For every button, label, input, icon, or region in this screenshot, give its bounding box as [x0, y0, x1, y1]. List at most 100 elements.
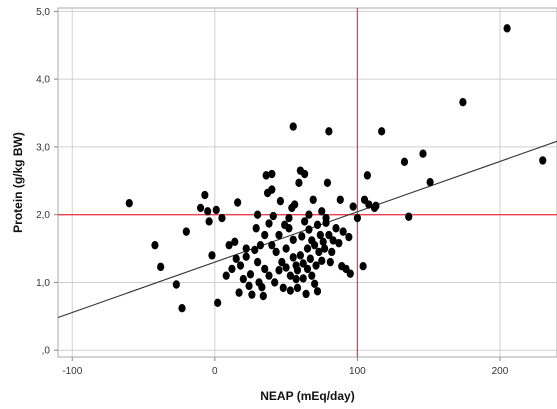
data-point	[282, 244, 290, 253]
data-point	[254, 257, 262, 267]
y-tick-label: 3,0	[36, 142, 50, 153]
data-point	[272, 247, 280, 257]
data-point	[289, 253, 297, 262]
y-axis-ticks: ,0 1,0 2,0 3,0 4,0 5,0	[36, 7, 58, 357]
x-tick-label: 200	[492, 366, 509, 377]
data-point	[234, 198, 242, 207]
data-point	[319, 237, 327, 246]
data-point	[353, 213, 361, 223]
data-point	[218, 213, 226, 223]
data-point	[328, 247, 336, 257]
x-tick-label: -100	[62, 366, 82, 377]
data-point	[289, 235, 297, 244]
data-point	[279, 283, 287, 293]
data-point	[261, 264, 269, 274]
data-point	[318, 256, 326, 265]
data-point	[204, 207, 212, 216]
data-point	[268, 169, 276, 179]
data-point	[298, 232, 306, 241]
data-point	[276, 196, 285, 206]
data-point	[313, 287, 322, 296]
data-point	[539, 156, 547, 165]
data-point	[201, 190, 209, 200]
data-point	[228, 264, 236, 274]
data-point	[242, 244, 250, 253]
data-point	[378, 127, 386, 136]
data-point	[405, 212, 413, 221]
data-point	[268, 240, 276, 250]
data-point	[268, 185, 276, 194]
data-point	[208, 251, 216, 260]
data-point	[222, 271, 230, 280]
x-axis-title: NEAP (mEq/day)	[260, 389, 354, 403]
data-point	[251, 245, 259, 255]
data-point	[336, 195, 344, 204]
data-point	[293, 283, 302, 293]
data-point	[332, 224, 340, 233]
data-point	[214, 298, 222, 307]
data-point	[292, 274, 300, 284]
data-point	[426, 177, 434, 187]
y-tick-label: 4,0	[36, 75, 50, 86]
data-point	[299, 259, 307, 268]
data-point	[309, 195, 317, 204]
data-point	[242, 252, 250, 261]
data-point	[311, 279, 319, 289]
data-point	[308, 271, 316, 280]
data-point	[196, 203, 205, 213]
data-point	[299, 274, 307, 283]
data-point	[303, 264, 312, 274]
data-point	[400, 157, 409, 167]
data-point	[346, 269, 354, 278]
data-point	[254, 210, 262, 219]
data-point	[232, 254, 240, 263]
data-point	[178, 304, 186, 313]
data-point	[305, 225, 313, 234]
data-point	[285, 224, 293, 233]
data-point	[182, 227, 190, 236]
data-point	[278, 257, 286, 267]
data-point	[372, 201, 380, 211]
data-point	[262, 171, 270, 180]
data-point	[302, 289, 310, 299]
data-point	[419, 149, 427, 158]
data-point	[212, 205, 220, 215]
data-point	[275, 230, 283, 240]
y-tick-label: 1,0	[36, 278, 50, 289]
data-point	[325, 127, 333, 136]
data-point	[459, 97, 467, 107]
data-point	[235, 288, 243, 297]
data-point	[315, 247, 323, 257]
data-point	[312, 261, 320, 270]
data-point	[303, 244, 312, 253]
data-point	[325, 230, 333, 240]
y-axis-title: Protein (g/kg BW)	[11, 132, 25, 233]
data-point	[282, 263, 290, 272]
data-point	[256, 240, 265, 250]
data-point	[157, 262, 165, 272]
data-point	[259, 291, 267, 301]
data-point	[291, 200, 299, 209]
data-point	[246, 270, 255, 279]
data-point	[296, 251, 304, 260]
plot-frame	[57, 7, 557, 358]
data-point	[335, 238, 343, 248]
data-point	[301, 217, 309, 226]
data-point	[503, 24, 511, 33]
data-point	[349, 202, 357, 211]
y-tick-label: ,0	[42, 346, 51, 357]
x-tick-label: 100	[349, 366, 366, 377]
data-point	[286, 271, 294, 280]
data-point	[261, 230, 269, 240]
x-axis-ticks: -100 0 100 200	[62, 357, 509, 377]
data-point	[151, 240, 159, 250]
data-point	[172, 280, 180, 289]
data-point	[293, 266, 302, 275]
data-point	[258, 283, 266, 292]
data-point	[269, 211, 277, 221]
data-point	[365, 200, 373, 209]
data-point	[329, 236, 337, 245]
data-point	[236, 261, 245, 270]
data-point	[271, 278, 279, 287]
